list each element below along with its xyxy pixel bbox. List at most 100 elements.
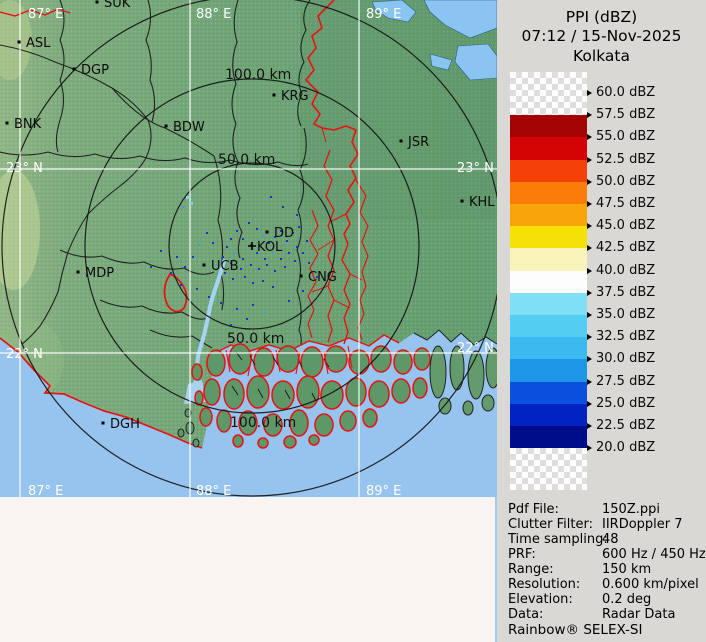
legend-tick-label: 57.5 dBZ — [587, 108, 655, 122]
radar-site-marker: KOL — [248, 240, 283, 255]
legend-tick-text: 57.5 dBZ — [596, 107, 656, 123]
city-dot — [265, 230, 269, 234]
echo-dot — [272, 252, 274, 254]
legend-tick-text: 47.5 dBZ — [596, 196, 656, 211]
legend-panel: PPI (dBZ) 07:12 / 15-Nov-2025 Kolkata 60… — [497, 0, 706, 642]
legend-tick-text: 27.5 dBZ — [596, 373, 656, 389]
radar-map-image: 87° E 88° E 89° E 87° E 88° E 89° E 23° N 23° N… — [0, 0, 497, 497]
info-row-value: IIRDoppler 7 — [602, 517, 683, 532]
echo-dot — [274, 270, 276, 272]
echo-dot — [292, 232, 294, 234]
grid-label: 23° N — [457, 161, 494, 176]
echo-dot — [230, 238, 232, 240]
legend-tick-label: 42.5 dBZ — [587, 241, 655, 255]
echo-dot — [280, 258, 282, 260]
radar-echoes — [150, 196, 318, 326]
legend-swatch — [510, 381, 587, 404]
legend-tick-label: 27.5 dBZ — [587, 373, 656, 389]
legend-swatch — [510, 359, 587, 382]
grid-label: 88° E — [196, 7, 231, 22]
echo-dot — [212, 242, 214, 244]
echo-dot — [308, 262, 310, 264]
echo-dot — [206, 232, 208, 234]
echo-dot — [184, 266, 186, 268]
ring-distance-label: 100.0 km — [230, 415, 296, 431]
echo-dot — [256, 252, 258, 254]
echo-dot — [266, 264, 268, 266]
echo-dot — [208, 296, 210, 298]
island-details — [231, 351, 330, 402]
echo-dot — [286, 240, 288, 242]
legend-tick-label: 60.0 dBZ — [587, 86, 655, 100]
city-label: MDP — [85, 266, 114, 281]
legend-tick-label: 52.5 dBZ — [587, 152, 655, 167]
international-border-and-rivers — [0, 0, 369, 377]
legend-swatch — [510, 181, 587, 204]
echo-dot — [192, 256, 194, 258]
city-dot — [72, 67, 76, 71]
echo-dot — [280, 230, 282, 232]
legend-tick-text: 45.0 dBZ — [596, 218, 656, 234]
legend-tick-text: 40.0 dBZ — [596, 262, 656, 278]
echo-dot — [256, 228, 258, 230]
tick-arrow-icon — [587, 245, 592, 252]
grid-label: 89° E — [366, 484, 401, 497]
echo-dot — [258, 268, 260, 270]
legend-swatch — [510, 248, 587, 271]
legend-tick-label: 22.5 dBZ — [587, 419, 655, 433]
legend-tick-text: 37.5 dBZ — [596, 284, 656, 300]
city-dot — [17, 40, 21, 44]
echo-dot — [236, 308, 238, 310]
echo-dot — [222, 256, 224, 258]
echo-dot — [272, 286, 274, 288]
echo-dot — [176, 256, 178, 258]
city-label: UCB — [211, 259, 239, 274]
legend-tick-label: 47.5 dBZ — [587, 197, 655, 211]
echo-dot — [252, 304, 254, 306]
info-row-label: Range: — [508, 562, 554, 577]
info-row-label: Clutter Filter: — [508, 517, 593, 532]
echo-dot — [288, 252, 290, 254]
legend-tick-label: 25.0 dBZ — [587, 395, 656, 411]
legend-tick-text: 60.0 dBZ — [596, 85, 656, 100]
legend-tick-text: 35.0 dBZ — [596, 307, 656, 322]
legend-swatch — [510, 448, 587, 491]
city-label: DGP — [81, 63, 109, 78]
echo-dot — [242, 258, 244, 260]
tick-arrow-icon — [587, 134, 592, 141]
ring-distance-label: 50.0 km — [218, 152, 275, 168]
echo-dot — [246, 318, 248, 320]
legend-tick-text: 25.0 dBZ — [596, 395, 656, 411]
tick-arrow-icon — [587, 400, 592, 407]
legend-tick-label: 50.0 dBZ — [587, 174, 655, 189]
grid-label: 89° E — [366, 7, 401, 22]
legend-swatch — [510, 315, 587, 338]
latlon-grid — [0, 0, 497, 497]
info-row-value: 0.2 deg — [602, 592, 652, 607]
legend-swatch — [510, 403, 587, 426]
city-dot — [399, 139, 403, 143]
city-label: DD — [274, 226, 294, 241]
city-label: KHL — [469, 195, 495, 210]
water-bodies — [371, 0, 497, 81]
tick-arrow-icon — [587, 445, 592, 452]
tick-arrow-icon — [587, 378, 592, 385]
legend-swatch — [510, 72, 587, 116]
legend-tick-label: 32.5 dBZ — [587, 330, 655, 344]
echo-dot — [306, 240, 308, 242]
echo-dot — [242, 238, 244, 240]
legend-tick-label: 20.0 dBZ — [587, 441, 655, 455]
echo-dot — [298, 226, 300, 228]
radar-site-cross-icon — [248, 242, 256, 250]
echo-dot — [274, 236, 276, 238]
info-row-value: Radar Data — [602, 607, 676, 622]
echo-dot — [230, 324, 232, 326]
city-dot — [5, 121, 9, 125]
echo-dot — [268, 242, 270, 244]
echo-dot — [250, 244, 252, 246]
legend-swatch — [510, 204, 587, 227]
software-credit: Rainbow® SELEX-SI — [508, 622, 643, 638]
legend-tick-label: 45.0 dBZ — [587, 219, 655, 233]
echo-dot — [248, 222, 250, 224]
